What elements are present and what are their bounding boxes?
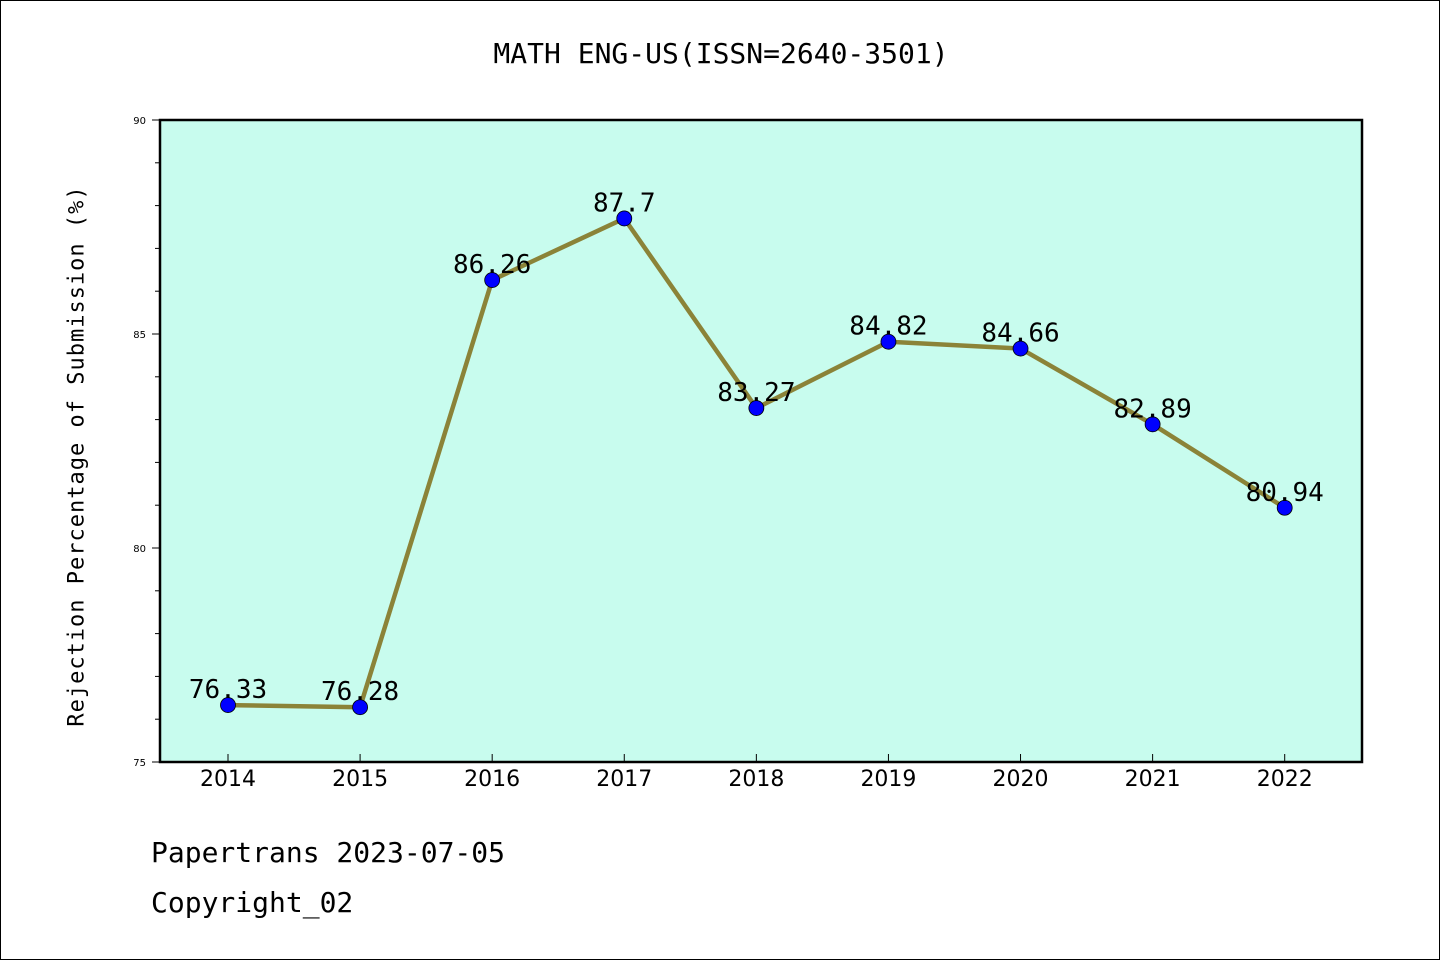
data-point-marker bbox=[880, 333, 897, 350]
data-point-marker bbox=[220, 697, 236, 713]
data-label: 87.7 bbox=[593, 188, 656, 218]
y-tick-label: 75 bbox=[133, 758, 146, 769]
y-tick-label: 80 bbox=[133, 544, 146, 555]
data-label: 76.28 bbox=[321, 677, 399, 707]
x-tick-label: 2016 bbox=[464, 767, 520, 792]
x-tick-label: 2022 bbox=[1257, 767, 1313, 792]
x-tick-label: 2020 bbox=[993, 767, 1049, 792]
data-point-marker bbox=[748, 400, 765, 416]
data-label: 80.94 bbox=[1246, 478, 1324, 508]
plot-frame bbox=[158, 118, 1364, 764]
chart-title: MATH ENG-US(ISSN=2640-3501) bbox=[493, 37, 949, 70]
data-point-marker bbox=[616, 210, 633, 227]
x-tick-label: 2021 bbox=[1125, 767, 1181, 792]
x-tick-label: 2018 bbox=[728, 767, 784, 792]
data-label: 84.82 bbox=[849, 312, 927, 342]
y-tick-label: 85 bbox=[133, 330, 146, 341]
data-point-marker bbox=[352, 699, 368, 716]
data-point-marker bbox=[1276, 499, 1293, 516]
x-tick-label: 2019 bbox=[860, 767, 916, 792]
data-label: 82.89 bbox=[1113, 394, 1191, 424]
footer-copyright: Copyright_02 bbox=[151, 886, 354, 919]
data-label: 86.26 bbox=[453, 250, 531, 280]
data-point-marker bbox=[484, 272, 501, 288]
x-tick-label: 2014 bbox=[200, 767, 256, 792]
plot-area bbox=[160, 120, 1362, 762]
data-label: 83.27 bbox=[717, 378, 795, 408]
x-tick-label: 2015 bbox=[332, 767, 388, 792]
x-tick-label: 2017 bbox=[596, 767, 652, 792]
footer-source-date: Papertrans 2023-07-05 bbox=[151, 836, 506, 869]
data-label: 84.66 bbox=[981, 319, 1059, 349]
data-point-marker bbox=[1144, 416, 1161, 433]
y-tick-label: 90 bbox=[133, 116, 146, 127]
data-label: 76.33 bbox=[189, 675, 267, 705]
data-point-marker bbox=[1012, 340, 1029, 357]
